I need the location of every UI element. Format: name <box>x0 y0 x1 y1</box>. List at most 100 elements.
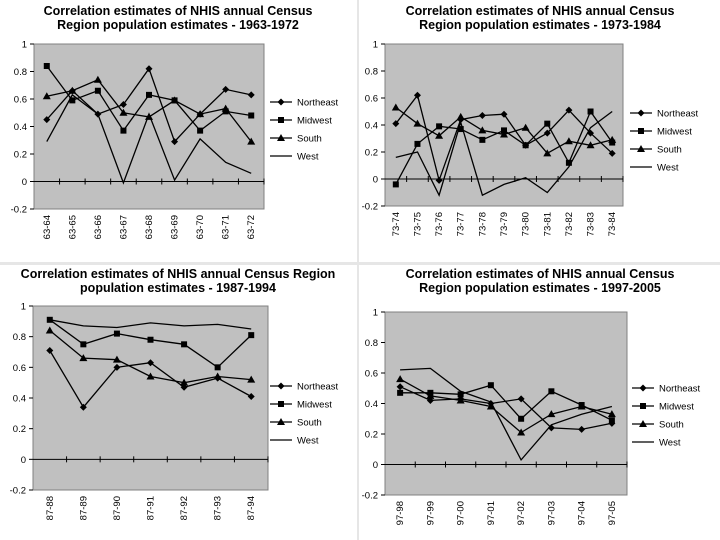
chart-title-line-2: Region population estimates - 1973-1984 <box>419 18 661 32</box>
legend-label-midwest: Midwest <box>659 402 694 413</box>
chart-title-line-1: Correlation estimates of NHIS annual Cen… <box>405 267 675 281</box>
legend-label-west: West <box>297 436 319 447</box>
data-point-south <box>607 410 616 418</box>
line-chart-1973-1984: -0.2 0 0.2 0.4 0.6 0.8 1 73-74 73-75 73-76 73-77 73… <box>362 40 699 237</box>
y-tick-label: 0 <box>21 455 26 466</box>
legend-label-midwest: Midwest <box>297 400 332 411</box>
data-point-midwest <box>457 391 464 398</box>
x-tick-label: 63-68 <box>144 215 155 239</box>
chart-title-line-1: Correlation estimates of NHIS annual Cen… <box>20 267 336 281</box>
data-point-south <box>112 355 121 363</box>
data-point-south <box>68 86 77 94</box>
y-tick-label: 0.4 <box>365 399 378 410</box>
x-tick-label: 97-00 <box>456 501 467 525</box>
data-point-midwest <box>487 382 494 389</box>
x-tick-label: 87-89 <box>78 496 89 520</box>
chart-title: Correlation estimates of NHIS annual Cen… <box>0 267 356 295</box>
series-line-west <box>49 319 252 330</box>
data-point-northeast <box>478 112 486 120</box>
legend-marker-south <box>637 145 645 152</box>
data-point-midwest <box>522 142 529 149</box>
y-tick-label: 1 <box>373 40 378 51</box>
data-point-south <box>221 104 230 112</box>
chart-title-line-1: Correlation estimates of NHIS annual Cen… <box>405 4 675 18</box>
legend-marker-south <box>277 134 285 141</box>
x-tick-label: 63-66 <box>93 215 104 239</box>
data-point-northeast <box>396 383 404 391</box>
data-point-south <box>517 428 526 436</box>
line-chart-1997-2005: -0.2 0 0.2 0.4 0.6 0.8 1 97-98 97-99 97-00 97-01 97… <box>362 308 701 526</box>
y-tick-label: 1 <box>21 302 26 313</box>
legend-marker-midwest <box>640 403 646 409</box>
data-point-midwest <box>120 127 127 134</box>
y-tick-label: -0.2 <box>362 202 378 213</box>
y-tick-label: 0.4 <box>13 394 26 405</box>
x-tick-label: 73-77 <box>456 212 467 236</box>
data-point-south <box>543 149 552 157</box>
series-line-west <box>395 110 613 197</box>
data-point-northeast <box>46 346 54 354</box>
y-tick-label: 1 <box>22 40 27 51</box>
data-point-northeast <box>435 176 443 184</box>
legend-label-northeast: Northeast <box>659 384 701 395</box>
series-northeast <box>392 91 616 184</box>
data-point-south <box>426 391 435 399</box>
legend-label-south: South <box>297 134 322 145</box>
data-point-midwest <box>608 417 615 424</box>
data-point-northeast <box>247 392 255 400</box>
y-tick-label: -0.2 <box>11 205 27 216</box>
data-point-south <box>146 372 155 380</box>
y-tick-label: 1 <box>373 308 378 319</box>
x-tick-label: 63-64 <box>42 215 53 239</box>
x-tick-label: 73-75 <box>412 212 423 236</box>
series-west <box>49 319 252 330</box>
chart-title: Correlation estimates of NHIS annual Cen… <box>360 4 720 32</box>
y-tick-label: 0.6 <box>365 94 378 105</box>
x-tick-label: 97-05 <box>607 501 618 525</box>
x-tick-label: 73-83 <box>586 212 597 236</box>
chart-title-line-1: Correlation estimates of NHIS annual Cen… <box>43 4 313 18</box>
x-tick-label: 97-01 <box>486 501 497 525</box>
legend-marker-midwest <box>638 128 644 134</box>
y-tick-label: 0.6 <box>13 363 26 374</box>
data-point-south <box>486 402 495 410</box>
chart-panel-1997-2005: Correlation estimates of NHIS annual Cen… <box>360 265 720 540</box>
y-tick-label: 0 <box>373 175 378 186</box>
x-tick-label: 63-72 <box>246 215 257 239</box>
legend-label-midwest: Midwest <box>657 127 692 138</box>
legend: Northeast Midwest South West <box>632 384 701 449</box>
legend-label-northeast: Northeast <box>297 382 339 393</box>
legend: Northeast Midwest South West <box>630 109 699 174</box>
data-point-northeast <box>147 359 154 367</box>
series-line-south <box>399 378 613 434</box>
data-point-south <box>180 378 189 386</box>
data-point-south <box>247 375 256 383</box>
data-point-midwest <box>248 112 255 119</box>
data-point-midwest <box>436 123 443 130</box>
x-tick-label: 97-04 <box>577 501 588 525</box>
data-point-northeast <box>43 116 51 124</box>
data-point-south <box>45 326 54 334</box>
data-point-northeast <box>517 395 525 403</box>
data-point-midwest <box>518 415 525 422</box>
series-line-west <box>400 367 613 462</box>
x-tick-label: 63-65 <box>67 215 78 239</box>
data-point-south <box>213 372 222 380</box>
data-point-midwest <box>548 388 555 395</box>
data-point-northeast <box>180 383 188 391</box>
data-point-south <box>577 402 586 410</box>
legend-marker-south <box>639 420 647 427</box>
panel-divider-vertical <box>357 0 359 540</box>
data-point-south <box>586 141 595 149</box>
data-point-northeast <box>578 425 586 433</box>
data-point-south <box>391 103 400 111</box>
legend-marker-midwest <box>278 117 284 123</box>
data-point-south <box>119 108 128 116</box>
data-point-midwest <box>147 336 154 343</box>
legend-label-south: South <box>657 145 682 156</box>
y-tick-label: -0.2 <box>362 491 378 502</box>
legend-marker-northeast <box>277 98 285 106</box>
legend: Northeast Midwest South West <box>270 382 339 447</box>
data-point-midwest <box>146 91 152 98</box>
data-point-midwest <box>69 97 76 104</box>
